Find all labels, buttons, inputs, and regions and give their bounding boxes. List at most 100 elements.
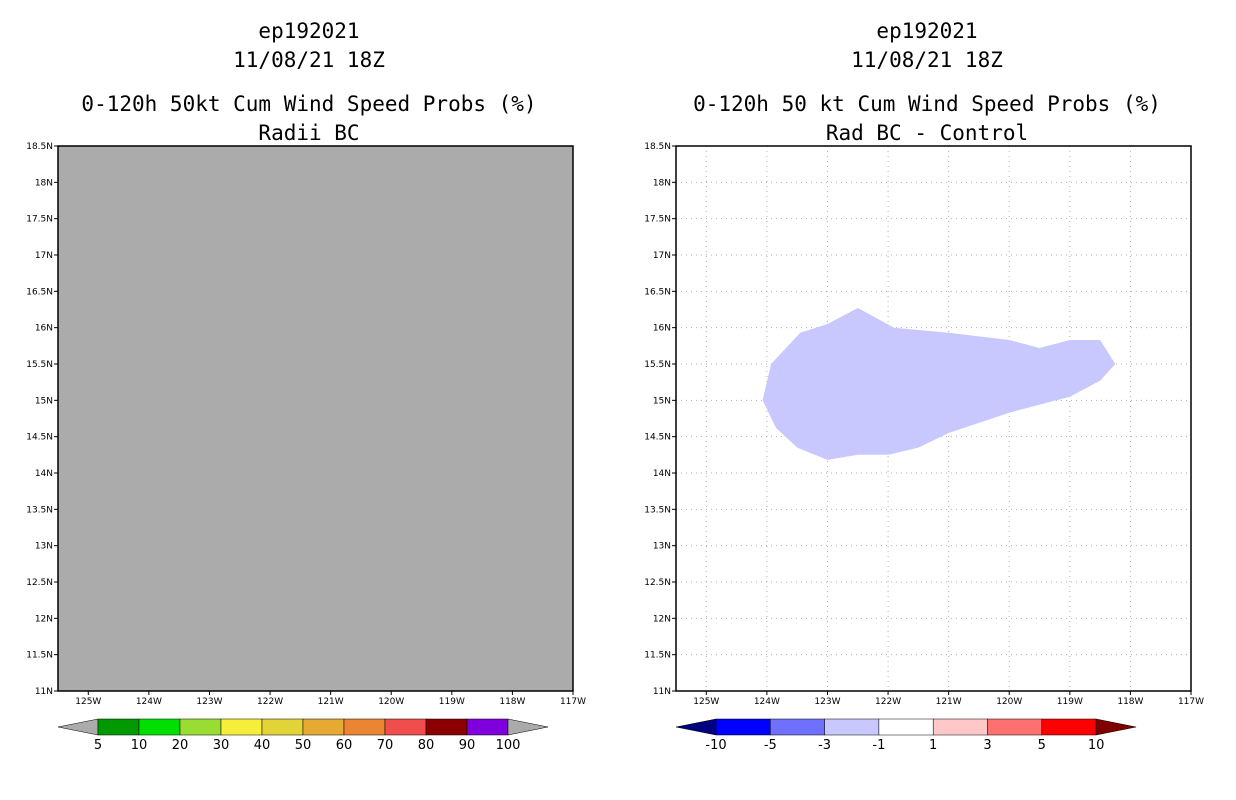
y-tick-label: 16.5N [26, 287, 53, 297]
y-tick-label: 18N [35, 178, 53, 188]
y-tick-label: 17.5N [26, 215, 53, 225]
colorbar-high-arrow [1095, 718, 1137, 736]
x-tick-label: 122W [875, 697, 901, 707]
colorbar-label: 5 [94, 738, 102, 753]
left-datetime: 11/08/21 18Z [233, 48, 385, 72]
left-plot-frame [57, 145, 574, 692]
x-tick-label: 122W [257, 697, 283, 707]
colorbar-swatch [715, 718, 771, 736]
y-tick-label: 14.5N [26, 433, 53, 443]
colorbar-swatch [302, 718, 345, 736]
colorbar-label: -3 [818, 738, 831, 753]
y-tick-label: 16.5N [644, 287, 671, 297]
colorbar-label: 60 [336, 738, 353, 753]
colorbar-label: 70 [377, 738, 394, 753]
right-chart: 11N 11.5N 12N 12.5N 13N 13.5N 14N 14.5N 15N 15.5N… [644, 142, 1204, 753]
difference-region [762, 308, 1116, 460]
y-tick-label: 13N [35, 542, 53, 552]
colorbar-swatch [97, 718, 140, 736]
y-tick-label: 14N [35, 469, 53, 479]
colorbar-swatch [138, 718, 181, 736]
y-tick-label: 14N [653, 469, 671, 479]
y-tick-label: 16N [35, 324, 53, 334]
colorbar-swatch [179, 718, 222, 736]
y-tick-label: 18.5N [26, 142, 53, 152]
colorbar-label: -5 [764, 738, 777, 753]
x-tick-label: 117W [560, 697, 586, 707]
left-chart-subtitle: Radii BC [258, 121, 360, 145]
x-tick-label: 119W [1057, 697, 1083, 707]
colorbar-swatch [220, 718, 263, 736]
y-tick-label: 12N [35, 614, 53, 624]
colorbar-swatch [878, 718, 934, 736]
y-tick-label: 11.5N [26, 651, 53, 661]
x-tick-label: 118W [499, 697, 525, 707]
right-datetime: 11/08/21 18Z [851, 48, 1003, 72]
right-chart-title: 0-120h 50 kt Cum Wind Speed Probs (%) [693, 92, 1161, 116]
x-tick-label: 123W [196, 697, 222, 707]
y-tick-label: 17N [35, 251, 53, 261]
y-tick-label: 11N [653, 687, 671, 697]
y-tick-label: 15N [653, 396, 671, 406]
y-tick-label: 12.5N [644, 578, 671, 588]
probability-field [58, 146, 573, 691]
colorbar-swatch [1041, 718, 1097, 736]
y-tick-label: 15N [35, 396, 53, 406]
x-tick-label: 125W [75, 697, 101, 707]
right-panel: ep192021 11/08/21 18Z 0-120h 50 kt Cum W… [618, 0, 1236, 800]
colorbar-label: 30 [213, 738, 230, 753]
y-tick-label: 11.5N [644, 651, 671, 661]
y-tick-label: 13.5N [26, 505, 53, 515]
y-tick-label: 17N [653, 251, 671, 261]
y-tick-label: 14.5N [644, 433, 671, 443]
colorbar-label: 5 [1038, 738, 1046, 753]
colorbar-label: 100 [496, 738, 521, 753]
y-tick-label: 11N [35, 687, 53, 697]
x-tick-label: 120W [378, 697, 404, 707]
colorbar-swatch [770, 718, 825, 736]
colorbar-label: 20 [172, 738, 189, 753]
left-storm-id: ep192021 [258, 19, 360, 43]
colorbar-label: 3 [983, 738, 991, 753]
right-storm-id: ep192021 [876, 19, 978, 43]
y-tick-label: 18.5N [644, 142, 671, 152]
y-tick-label: 13N [653, 542, 671, 552]
right-plot-frame [675, 145, 1192, 692]
y-tick-label: 12N [653, 614, 671, 624]
x-tick-label: 120W [996, 697, 1022, 707]
right-chart-subtitle: Rad BC - Control [825, 121, 1029, 145]
x-tick-label: 124W [136, 697, 162, 707]
y-tick-label: 15.5N [644, 360, 671, 370]
x-tick-label: 123W [814, 697, 840, 707]
x-tick-label: 124W [754, 697, 780, 707]
colorbar-high-arrow [507, 718, 549, 736]
colorbar-swatch [466, 718, 509, 736]
y-tick-label: 15.5N [26, 360, 53, 370]
colorbar-label: 10 [131, 738, 148, 753]
colorbar-low-arrow [57, 718, 99, 736]
left-chart-title: 0-120h 50kt Cum Wind Speed Probs (%) [81, 92, 537, 116]
x-tick-label: 125W [693, 697, 719, 707]
colorbar-label: 90 [459, 738, 476, 753]
x-tick-label: 121W [318, 697, 344, 707]
y-tick-label: 13.5N [644, 505, 671, 515]
colorbar-swatch [932, 718, 988, 736]
x-tick-label: 119W [439, 697, 465, 707]
colorbar-label: -1 [872, 738, 885, 753]
colorbar-label: 50 [295, 738, 312, 753]
colorbar-low-arrow [675, 718, 717, 736]
colorbar-swatch [261, 718, 304, 736]
x-tick-label: 118W [1117, 697, 1143, 707]
x-tick-label: 117W [1178, 697, 1204, 707]
left-chart: 11N 11.5N 12N 12.5N 13N 13.5N 14N 14.5N 15N 15.5N… [26, 142, 586, 753]
colorbar-swatch [425, 718, 468, 736]
y-tick-label: 17.5N [644, 215, 671, 225]
colorbar-label: 1 [929, 738, 937, 753]
y-tick-label: 18N [653, 178, 671, 188]
colorbar-label: 10 [1088, 738, 1105, 753]
y-tick-label: 16N [653, 324, 671, 334]
colorbar-swatch [384, 718, 427, 736]
colorbar-swatch [987, 718, 1043, 736]
colorbar-swatch [824, 718, 880, 736]
colorbar-swatch [343, 718, 386, 736]
